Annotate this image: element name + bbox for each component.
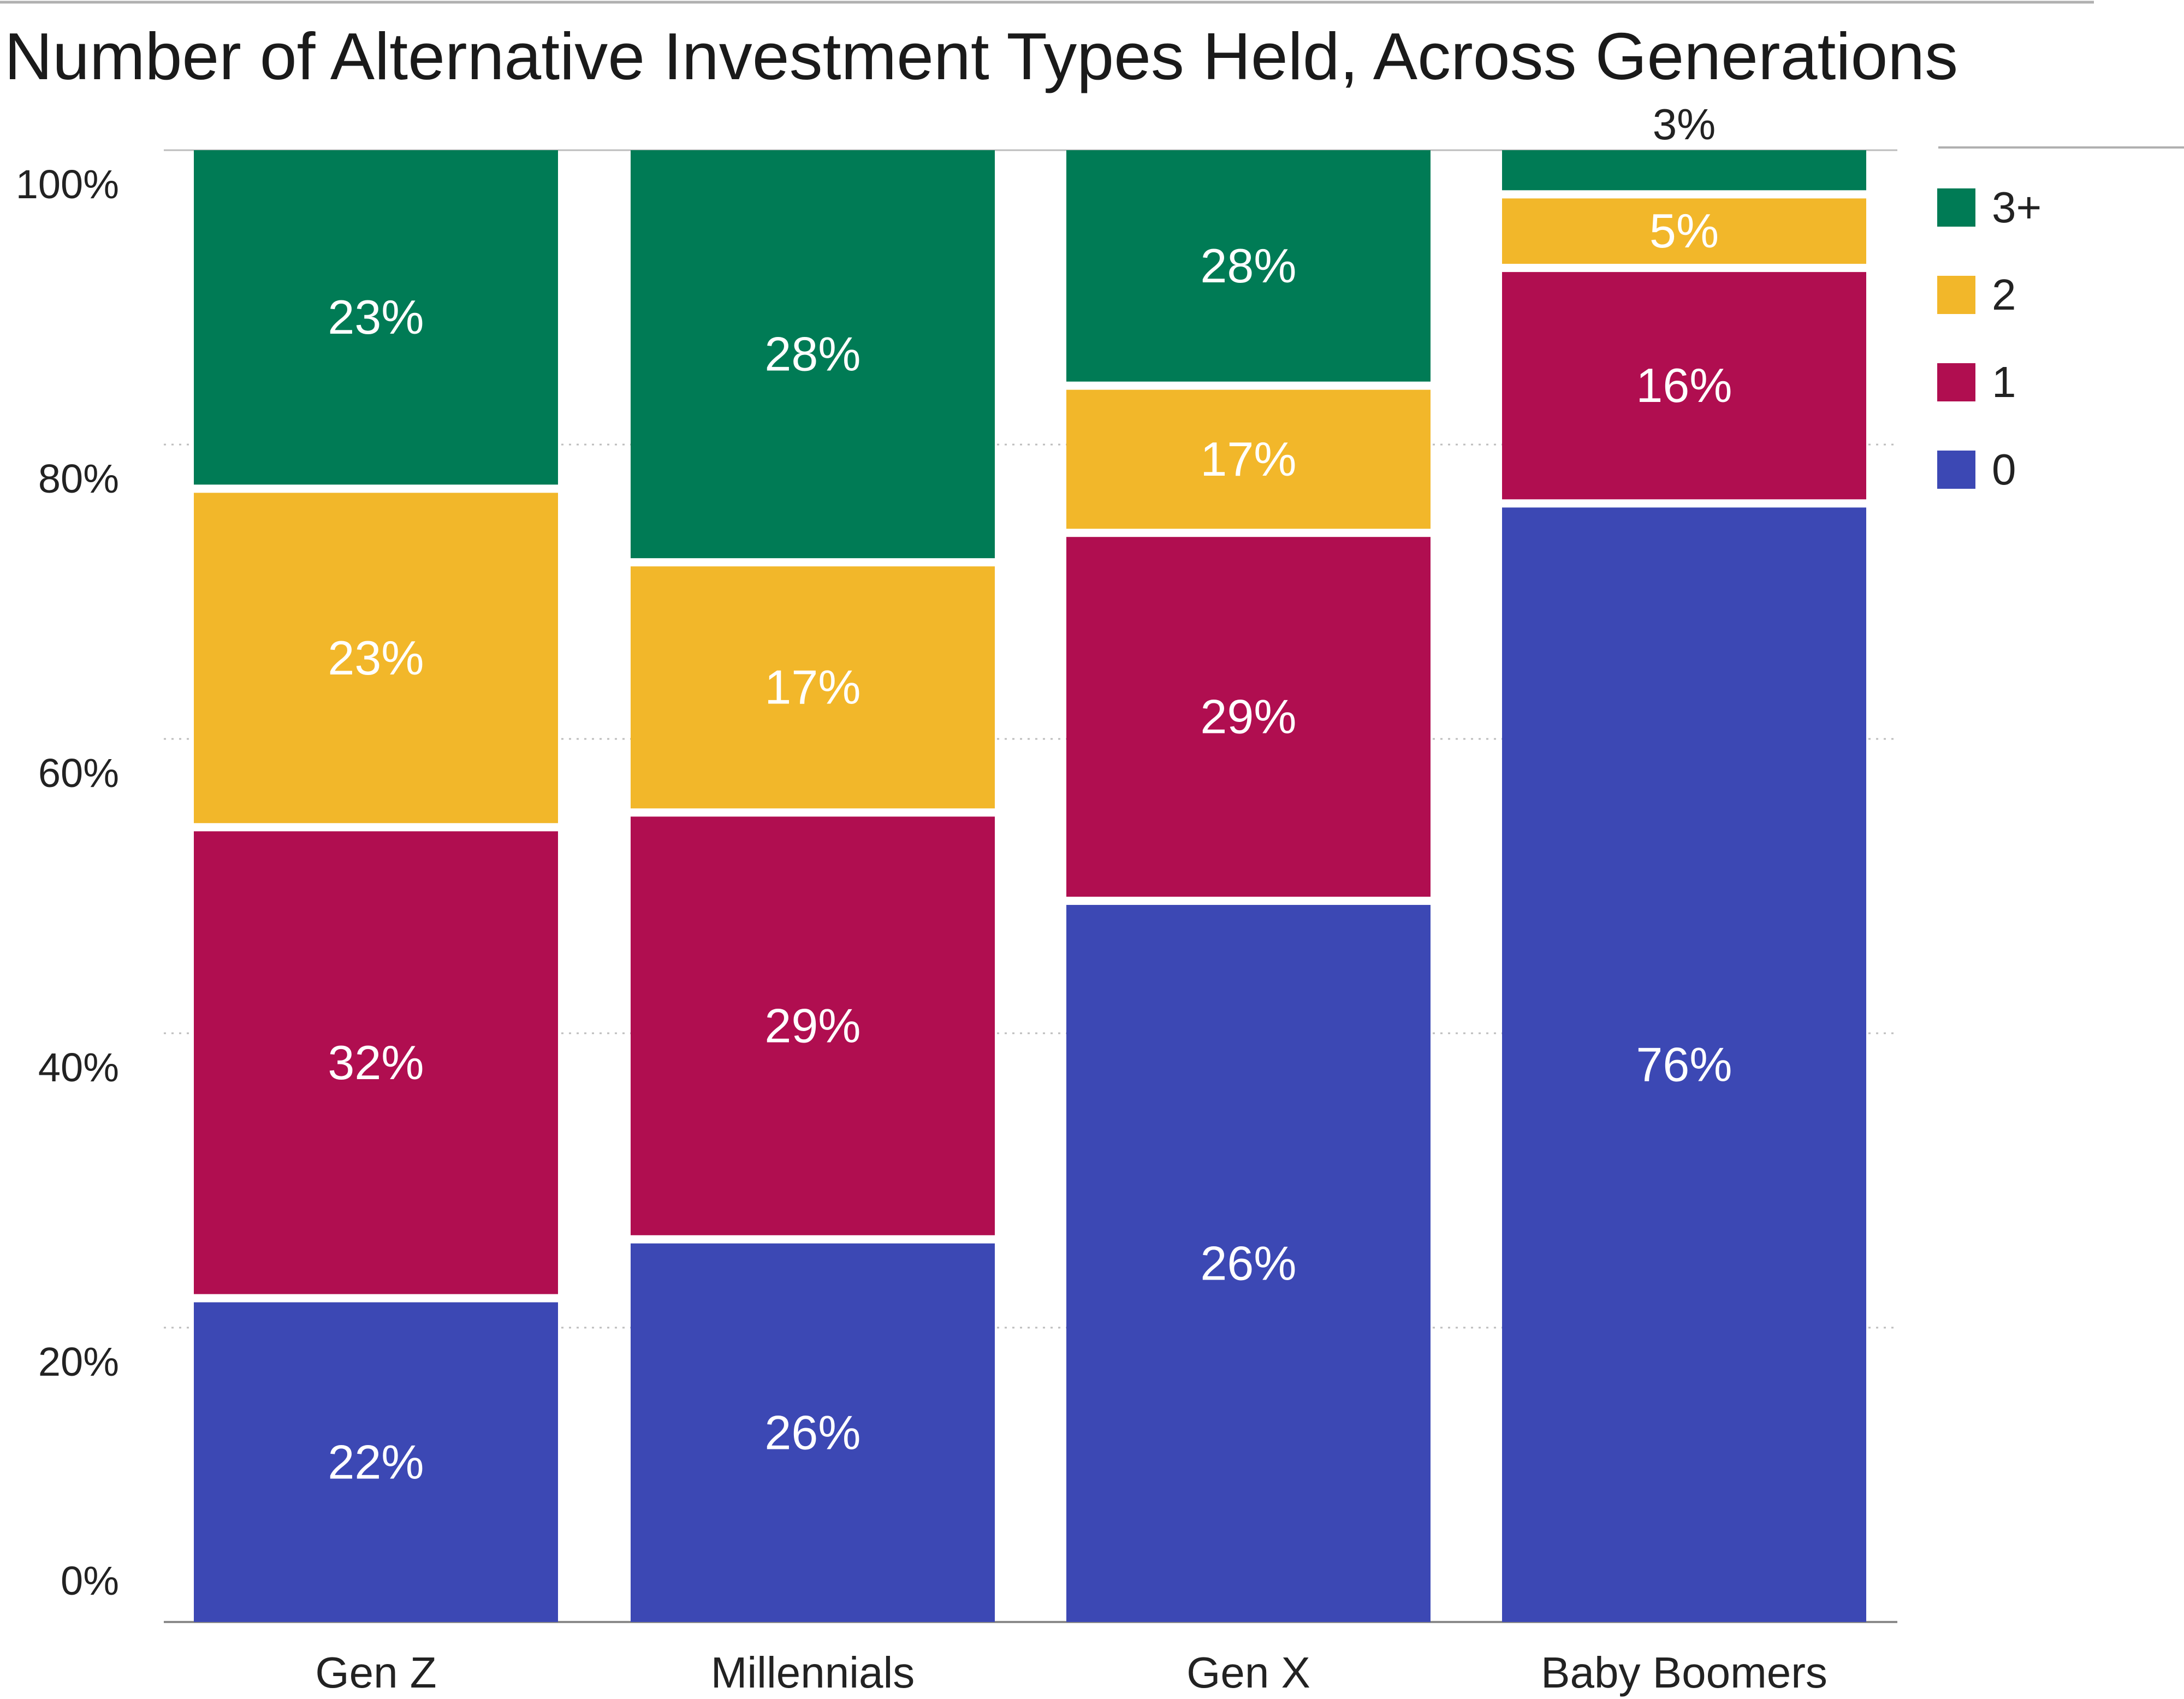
data-label: 23% xyxy=(328,631,424,685)
bar-segment xyxy=(631,566,995,809)
bar-segment xyxy=(1502,272,1866,500)
x-tick-label: Baby Boomers xyxy=(1541,1648,1827,1697)
x-tick-label: Gen Z xyxy=(315,1648,436,1697)
y-tick-label: 60% xyxy=(38,750,119,796)
data-label: 5% xyxy=(1649,204,1719,258)
data-label: 28% xyxy=(764,327,860,381)
data-label: 23% xyxy=(328,290,424,344)
data-label: 32% xyxy=(328,1035,424,1090)
y-tick-label: 100% xyxy=(16,162,119,207)
bar-segment xyxy=(1502,198,1866,264)
legend-label: 3+ xyxy=(1992,183,2041,232)
data-label: 29% xyxy=(1200,690,1296,744)
legend-swatch xyxy=(1937,276,1975,314)
y-tick-label: 20% xyxy=(38,1339,119,1384)
y-tick-label: 0% xyxy=(61,1558,119,1603)
data-label: 3% xyxy=(1653,100,1716,149)
legend: 3+ 2 1 0 xyxy=(1937,146,2184,494)
data-label: 22% xyxy=(328,1435,424,1489)
bar-segment xyxy=(1502,150,1866,191)
y-tick-label: 40% xyxy=(38,1045,119,1090)
legend-label: 1 xyxy=(1992,358,2016,406)
x-axis-ticks: Gen Z Millennials Gen X Baby Boomers xyxy=(315,1648,1827,1697)
bar-segment xyxy=(1502,507,1866,1622)
y-axis-ticks: 0% 20% 40% 60% 80% 100% xyxy=(16,162,119,1603)
bar-segment xyxy=(1066,537,1431,897)
legend-label: 2 xyxy=(1992,270,2016,319)
bar-segment xyxy=(1066,389,1431,529)
x-tick-label: Millennials xyxy=(711,1648,915,1697)
bar-segment xyxy=(631,816,995,1235)
bar-segment xyxy=(1066,904,1431,1622)
bar-segment xyxy=(631,150,995,559)
bar-segment xyxy=(194,831,558,1294)
legend-swatch xyxy=(1937,451,1975,489)
data-label: 16% xyxy=(1636,358,1732,412)
data-label: 26% xyxy=(1200,1236,1296,1290)
legend-swatch xyxy=(1937,188,1975,227)
bar-segment xyxy=(194,493,558,824)
data-label: 17% xyxy=(1200,432,1296,486)
data-label: 28% xyxy=(1200,239,1296,293)
y-tick-label: 80% xyxy=(38,456,119,501)
data-label: 26% xyxy=(764,1405,860,1459)
chart-title: Number of Alternative Investment Types H… xyxy=(4,19,1958,93)
data-label: 29% xyxy=(764,999,860,1053)
data-label: 17% xyxy=(764,660,860,714)
x-tick-label: Gen X xyxy=(1186,1648,1310,1697)
legend-label: 0 xyxy=(1992,445,2016,494)
bar-segment xyxy=(1066,150,1431,382)
bar-segment xyxy=(194,1302,558,1622)
data-label: 76% xyxy=(1636,1038,1732,1092)
bar-segment xyxy=(631,1243,995,1622)
bar-segment xyxy=(194,150,558,485)
legend-swatch xyxy=(1937,363,1975,401)
bars: 22% 32% 23% 23% 26% 29% 17% 28% 26% 29% 17% 28% 76% 1… xyxy=(194,100,1866,1622)
